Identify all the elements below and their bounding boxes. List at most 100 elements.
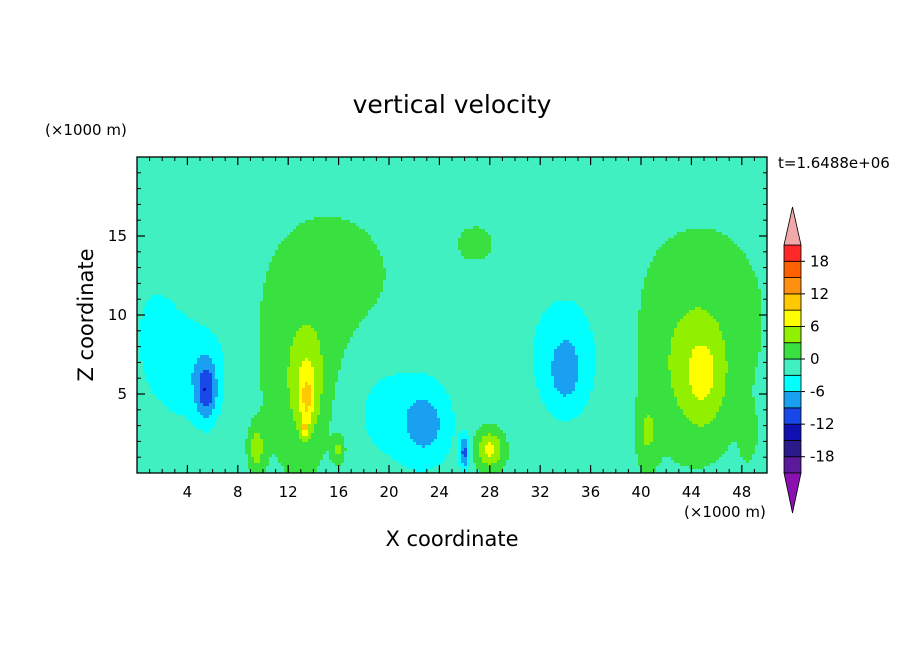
field-cell bbox=[278, 220, 282, 224]
field-cell bbox=[389, 172, 393, 176]
field-cell bbox=[326, 193, 330, 197]
field-cell bbox=[350, 199, 354, 203]
field-cell bbox=[578, 196, 582, 200]
field-cell bbox=[536, 157, 540, 161]
field-cell bbox=[227, 199, 231, 203]
field-cell bbox=[269, 223, 273, 227]
field-cell bbox=[650, 166, 654, 170]
field-cell bbox=[242, 175, 246, 179]
field-cell bbox=[755, 166, 759, 170]
field-cell bbox=[449, 199, 453, 203]
field-cell bbox=[722, 178, 726, 182]
field-cell bbox=[539, 181, 543, 185]
field-cell bbox=[251, 175, 255, 179]
field-cell bbox=[314, 190, 318, 194]
field-cell bbox=[461, 178, 465, 182]
field-cell bbox=[389, 211, 393, 215]
field-cell bbox=[425, 202, 429, 206]
field-cell bbox=[422, 190, 426, 194]
field-cell bbox=[599, 217, 603, 221]
field-cell bbox=[755, 199, 759, 203]
field-cell bbox=[617, 208, 621, 212]
field-cell bbox=[206, 193, 210, 197]
field-cell bbox=[287, 208, 291, 212]
field-cell bbox=[710, 205, 714, 209]
field-cell bbox=[386, 157, 390, 161]
field-cell bbox=[305, 223, 309, 227]
field-cell bbox=[482, 178, 486, 182]
field-cell bbox=[572, 223, 576, 227]
field-cell bbox=[416, 175, 420, 179]
field-cell bbox=[242, 199, 246, 203]
field-cell bbox=[338, 199, 342, 203]
field-cell bbox=[341, 190, 345, 194]
field-cell bbox=[386, 184, 390, 188]
field-cell bbox=[440, 157, 444, 161]
field-cell bbox=[758, 169, 762, 173]
field-cell bbox=[530, 175, 534, 179]
field-cell bbox=[182, 169, 186, 173]
field-cell bbox=[677, 196, 681, 200]
field-cell bbox=[137, 160, 141, 164]
field-cell bbox=[302, 160, 306, 164]
field-cell bbox=[398, 184, 402, 188]
field-cell bbox=[521, 208, 525, 212]
field-cell bbox=[335, 175, 339, 179]
field-cell bbox=[347, 190, 351, 194]
field-cell bbox=[731, 184, 735, 188]
field-cell bbox=[179, 178, 183, 182]
field-cell bbox=[185, 178, 189, 182]
field-cell bbox=[245, 208, 249, 212]
field-cell bbox=[410, 193, 414, 197]
field-cell bbox=[389, 166, 393, 170]
field-cell bbox=[674, 157, 678, 161]
field-cell bbox=[191, 160, 195, 164]
field-cell bbox=[677, 175, 681, 179]
field-cell bbox=[449, 220, 453, 224]
field-cell bbox=[365, 160, 369, 164]
field-cell bbox=[248, 196, 252, 200]
field-cell bbox=[233, 190, 237, 194]
field-cell bbox=[386, 223, 390, 227]
field-cell bbox=[476, 178, 480, 182]
field-cell bbox=[737, 172, 741, 176]
field-cell bbox=[752, 223, 756, 227]
field-cell bbox=[554, 172, 558, 176]
field-cell bbox=[329, 187, 333, 191]
field-cell bbox=[563, 199, 567, 203]
field-cell bbox=[569, 226, 573, 230]
field-cell bbox=[737, 190, 741, 194]
field-cell bbox=[743, 199, 747, 203]
field-cell bbox=[248, 181, 252, 185]
field-cell bbox=[251, 199, 255, 203]
field-cell bbox=[620, 220, 624, 224]
field-cell bbox=[332, 217, 336, 221]
field-cell bbox=[692, 184, 696, 188]
field-cell bbox=[326, 181, 330, 185]
field-cell bbox=[416, 187, 420, 191]
field-cell bbox=[239, 226, 243, 230]
field-cell bbox=[239, 217, 243, 221]
field-cell bbox=[230, 160, 234, 164]
field-cell bbox=[311, 166, 315, 170]
field-cell bbox=[383, 178, 387, 182]
field-cell bbox=[503, 157, 507, 161]
field-cell bbox=[566, 226, 570, 230]
field-cell bbox=[440, 214, 444, 218]
field-cell bbox=[734, 220, 738, 224]
field-cell bbox=[551, 217, 555, 221]
field-cell bbox=[299, 196, 303, 200]
field-cell bbox=[506, 205, 510, 209]
field-cell bbox=[512, 211, 516, 215]
field-cell bbox=[176, 226, 180, 230]
field-cell bbox=[365, 199, 369, 203]
field-cell bbox=[329, 163, 333, 167]
field-cell bbox=[536, 214, 540, 218]
field-cell bbox=[638, 223, 642, 227]
field-cell bbox=[752, 160, 756, 164]
field-cell bbox=[758, 202, 762, 206]
field-cell bbox=[230, 196, 234, 200]
field-cell bbox=[581, 184, 585, 188]
field-cell bbox=[185, 223, 189, 227]
field-cell bbox=[149, 217, 153, 221]
